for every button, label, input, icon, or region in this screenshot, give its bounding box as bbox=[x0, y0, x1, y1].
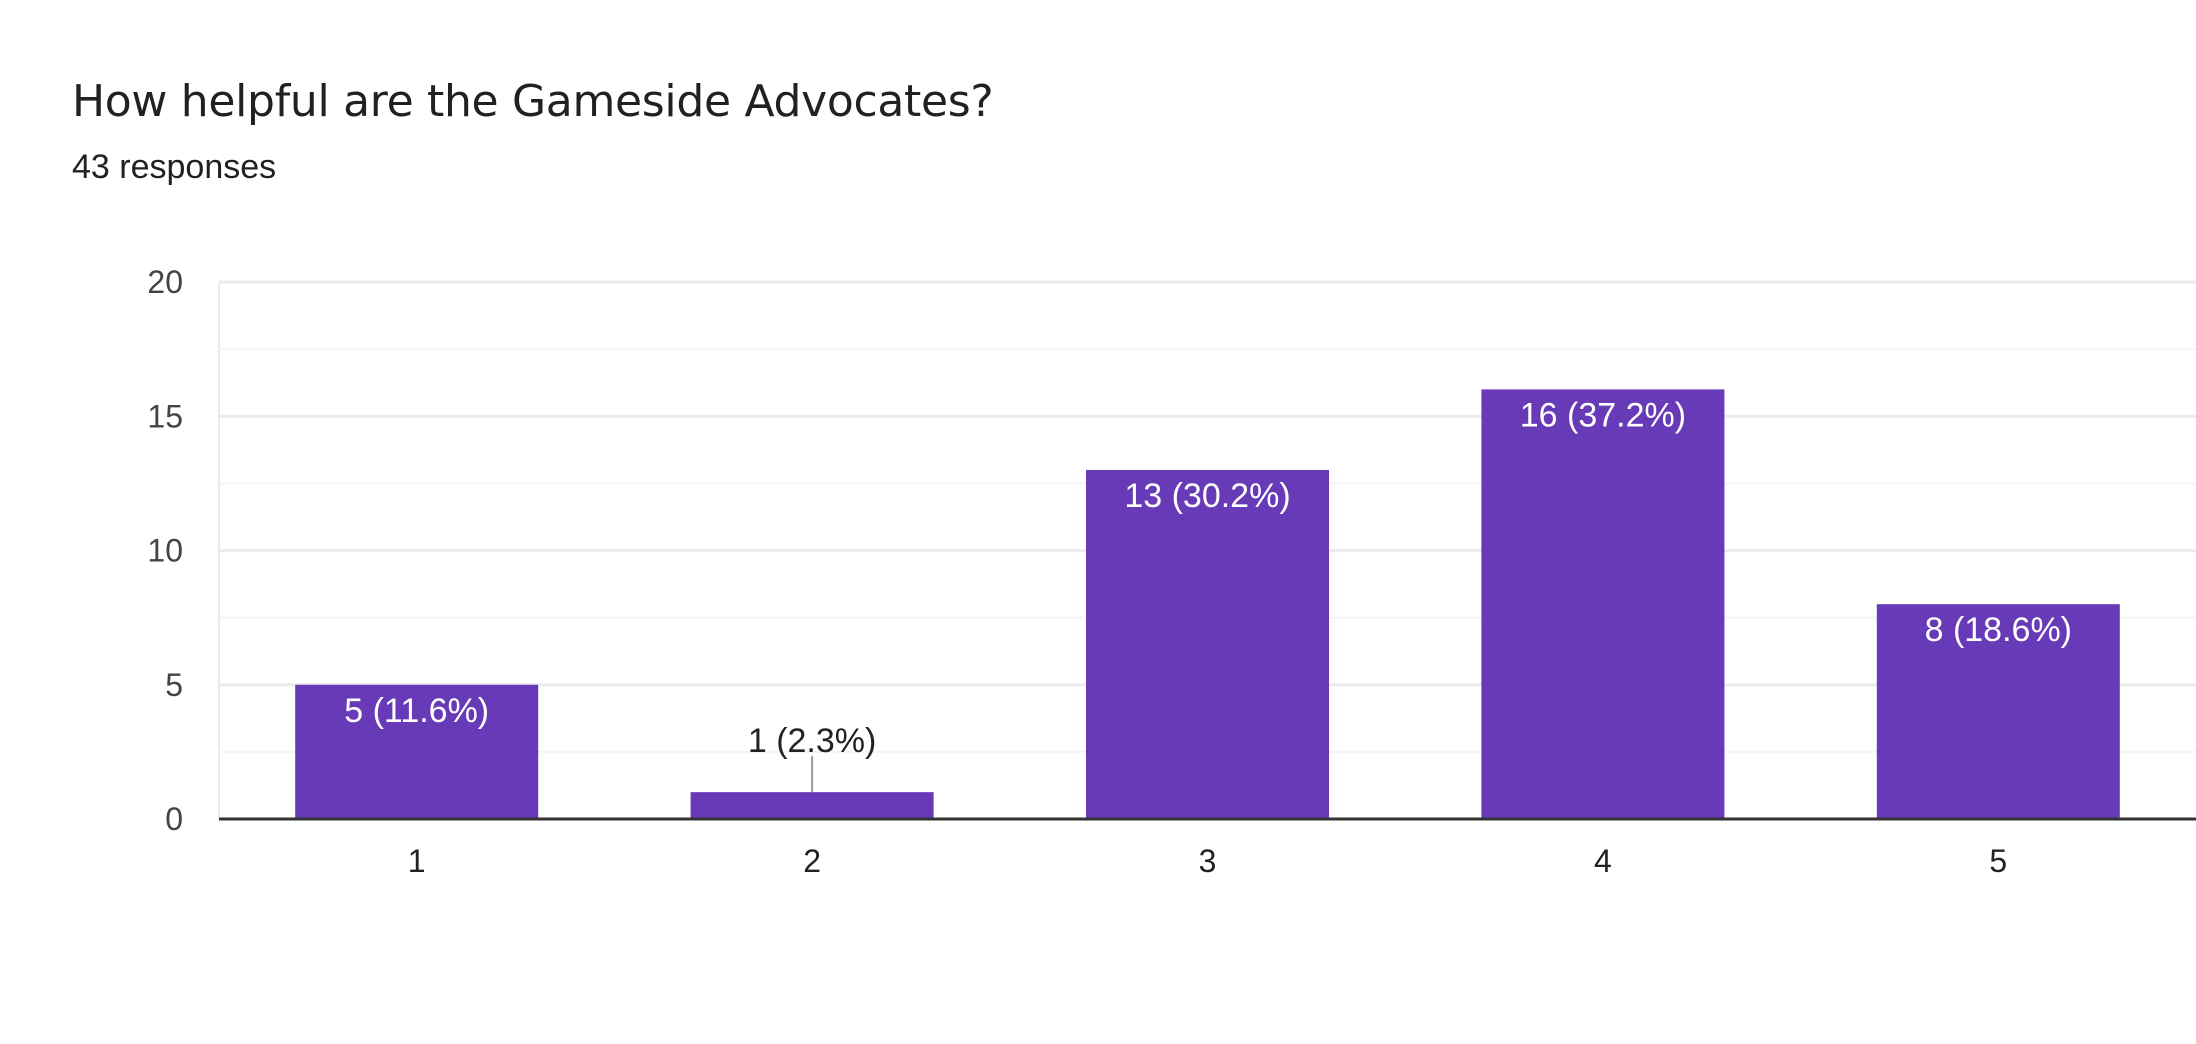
x-tick-label: 3 bbox=[1199, 843, 1217, 879]
data-label-2: 1 (2.3%) bbox=[748, 722, 877, 760]
x-tick-label: 2 bbox=[803, 843, 821, 879]
data-label-1: 5 (11.6%) bbox=[344, 692, 489, 730]
x-tick-label: 4 bbox=[1594, 843, 1612, 879]
chart-title: How helpful are the Gameside Advocates? bbox=[72, 76, 994, 127]
y-tick-label: 15 bbox=[147, 398, 183, 434]
data-label-5: 8 (18.6%) bbox=[1925, 611, 2072, 649]
y-tick-label: 20 bbox=[147, 264, 183, 300]
x-tick-label: 5 bbox=[1989, 843, 2007, 879]
bar-5 bbox=[1876, 604, 2120, 819]
bar-2 bbox=[690, 792, 934, 819]
bar-1 bbox=[295, 684, 539, 819]
data-labels: 5 (11.6%) 1 (2.3%) 13 (30.2%) 16 (37.2%) 8 (… bbox=[344, 396, 2072, 793]
data-label-4: 16 (37.2%) bbox=[1520, 396, 1686, 434]
x-tick-label: 1 bbox=[408, 843, 426, 879]
bars bbox=[295, 389, 2120, 819]
data-label-3: 13 (30.2%) bbox=[1124, 477, 1290, 515]
bar-3 bbox=[1086, 469, 1329, 819]
y-tick-label: 10 bbox=[147, 533, 183, 569]
y-axis-ticks: 0 5 10 15 20 bbox=[147, 264, 183, 837]
y-tick-label: 5 bbox=[165, 667, 183, 703]
x-axis-ticks: 1 2 3 4 5 bbox=[408, 843, 2007, 879]
response-count: 43 responses bbox=[72, 148, 277, 186]
bar-4 bbox=[1481, 389, 1725, 819]
y-tick-label: 0 bbox=[165, 801, 183, 837]
